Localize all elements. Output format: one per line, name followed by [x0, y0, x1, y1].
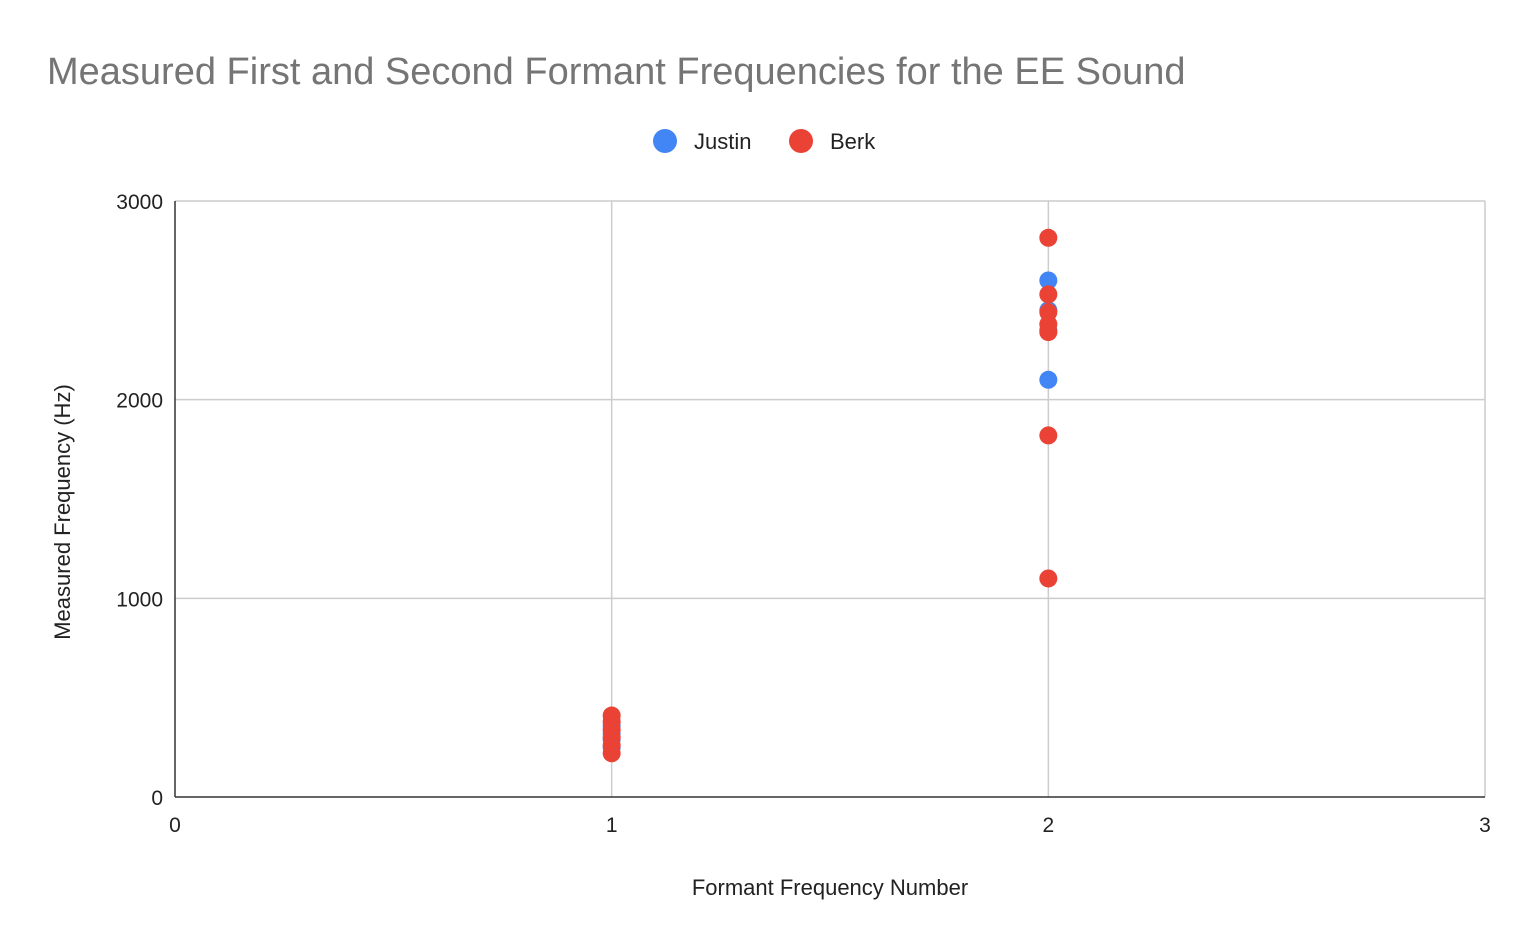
y-tick-label: 3000: [116, 191, 163, 214]
y-axis-title: Measured Frequency (Hz): [50, 384, 75, 640]
data-point-berk[interactable]: [1039, 303, 1058, 322]
axes: [174, 201, 1485, 798]
x-tick-label: 0: [169, 814, 181, 837]
legend-label-berk: Berk: [830, 129, 876, 154]
data-points: [602, 228, 1058, 763]
legend-item-justin[interactable]: Justin: [653, 129, 751, 154]
legend: Justin Berk: [653, 129, 876, 154]
chart-title: Measured First and Second Formant Freque…: [47, 51, 1185, 93]
x-axis-title: Formant Frequency Number: [692, 875, 968, 900]
legend-label-justin: Justin: [694, 129, 751, 154]
data-point-berk[interactable]: [1039, 285, 1058, 304]
gridlines: [175, 200, 1486, 797]
data-point-berk[interactable]: [1039, 426, 1058, 445]
legend-marker-justin: [653, 129, 677, 153]
y-tick-label: 2000: [116, 390, 163, 413]
data-point-justin[interactable]: [1039, 370, 1058, 389]
x-tick-label: 2: [1042, 814, 1054, 837]
data-point-berk[interactable]: [1039, 228, 1058, 247]
legend-item-berk[interactable]: Berk: [789, 129, 876, 154]
data-point-justin[interactable]: [1039, 271, 1058, 290]
y-tick-label: 1000: [116, 588, 163, 611]
legend-marker-berk: [789, 129, 813, 153]
data-point-berk[interactable]: [1039, 569, 1058, 588]
x-tick-label: 1: [606, 814, 618, 837]
data-point-berk[interactable]: [602, 706, 621, 725]
y-tick-label: 0: [151, 787, 163, 810]
tick-labels: 0 1 2 3 0 1000 2000 3000: [116, 191, 1491, 837]
x-tick-label: 3: [1479, 814, 1491, 837]
